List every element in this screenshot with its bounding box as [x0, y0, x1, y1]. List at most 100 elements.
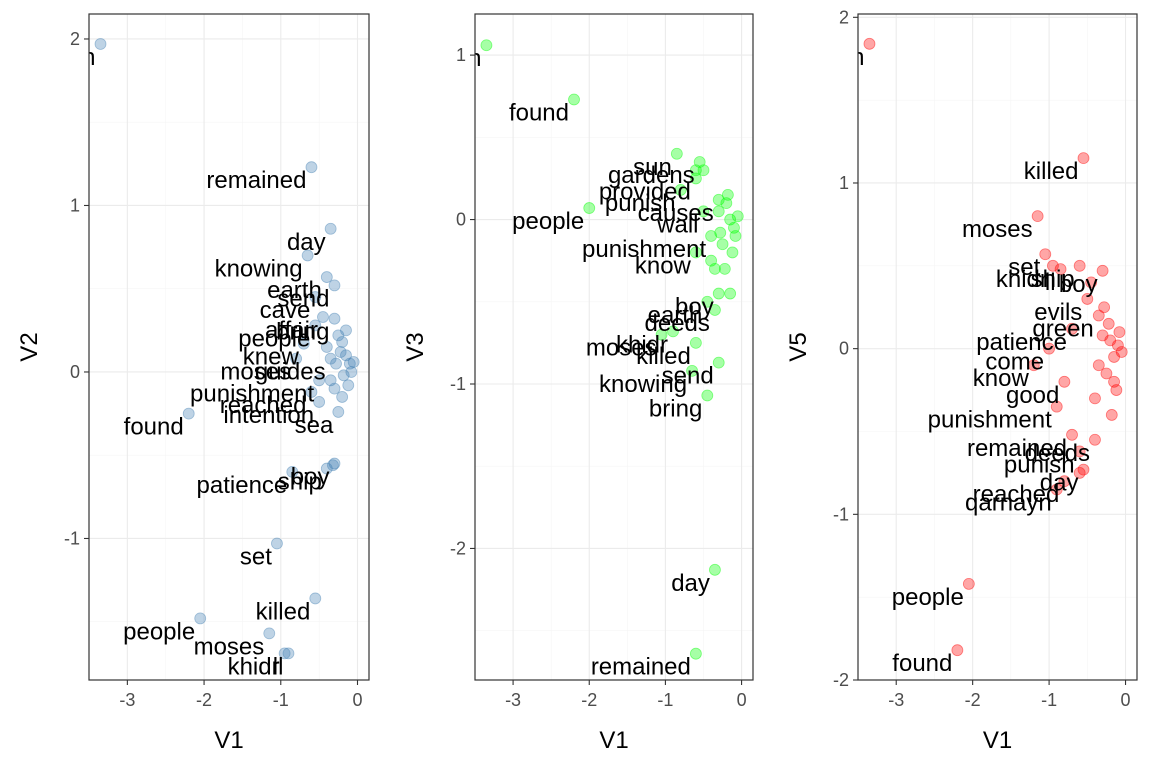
point-label: moses — [586, 335, 657, 362]
data-point — [667, 325, 679, 338]
y-tick-label: 2 — [839, 7, 849, 27]
data-point — [309, 319, 322, 332]
point-label: people — [512, 208, 584, 235]
data-point — [320, 341, 333, 353]
data-point — [480, 39, 493, 52]
data-point — [729, 230, 742, 242]
point-label: day — [1040, 470, 1079, 497]
point-label: bring — [276, 319, 329, 346]
point-label: punish — [605, 190, 676, 217]
data-point — [297, 337, 310, 350]
point-label: n — [82, 44, 95, 71]
data-point — [1077, 152, 1090, 165]
data-point — [278, 647, 291, 660]
data-point — [962, 578, 975, 590]
data-point — [342, 379, 355, 392]
point-label: khidr — [228, 653, 280, 680]
y-tick-label: 2 — [70, 29, 80, 49]
point-label: boy — [1059, 271, 1098, 298]
point-label: set — [1008, 254, 1040, 281]
panel-background — [475, 14, 753, 680]
data-point — [332, 329, 345, 342]
points-layer — [863, 37, 1128, 657]
labels-layer: n remained dayknowingearthsendcaveaffairbr… — [82, 44, 334, 680]
data-point — [1111, 339, 1124, 352]
data-point — [313, 374, 326, 387]
data-point — [347, 356, 360, 368]
y-axis-title: V3 — [402, 332, 429, 361]
data-point — [345, 366, 358, 378]
data-point — [324, 222, 337, 235]
data-point — [290, 352, 303, 365]
data-point — [568, 93, 580, 106]
point-label: reached — [220, 392, 307, 419]
point-label: send — [662, 363, 714, 390]
data-point — [709, 262, 721, 275]
x-tick-label: 0 — [352, 690, 362, 710]
point-label: punish — [1004, 451, 1075, 478]
x-tick-label: -2 — [581, 690, 597, 710]
data-point — [328, 279, 341, 292]
y-tick-label: 0 — [456, 210, 466, 230]
point-label: knowing — [215, 255, 303, 282]
x-tick-label: 0 — [737, 690, 747, 710]
point-label: people — [892, 584, 964, 611]
y-tick-label: 1 — [839, 173, 849, 193]
data-point — [1058, 475, 1071, 488]
x-axis-title: V1 — [214, 727, 243, 754]
y-tick-label: 1 — [70, 195, 80, 215]
data-point — [1092, 359, 1105, 372]
x-tick-label: -3 — [888, 690, 904, 710]
point-label: deeds — [1025, 440, 1090, 467]
point-label: khidr — [996, 266, 1048, 293]
point-label: people — [123, 618, 195, 645]
data-point — [1115, 346, 1128, 358]
data-point — [320, 462, 333, 475]
panel-border — [857, 13, 1138, 681]
data-point — [583, 202, 596, 214]
point-label: send — [277, 285, 329, 312]
data-point — [94, 38, 107, 50]
point-label: killed — [256, 598, 311, 625]
data-point — [194, 612, 207, 625]
point-label: gardens — [608, 162, 695, 189]
point-label: earth — [648, 302, 703, 329]
y-tick-label: -2 — [833, 670, 849, 690]
data-point — [951, 644, 964, 657]
data-point — [689, 647, 702, 660]
point-label: knew — [243, 344, 300, 371]
data-point — [728, 221, 740, 234]
y-tick-label: -1 — [64, 528, 80, 548]
point-label: sun — [633, 154, 672, 181]
point-label: remained — [967, 435, 1067, 462]
point-label: killed — [636, 343, 691, 370]
data-point — [340, 324, 352, 337]
data-point — [670, 147, 683, 160]
data-point — [324, 352, 337, 365]
point-label: patience — [976, 329, 1067, 356]
data-point — [1077, 463, 1090, 476]
data-point — [714, 226, 727, 239]
scatter-panel-1: n remained dayknowingearthsendcaveaffairbr… — [16, 13, 370, 754]
data-point — [1050, 400, 1063, 413]
point-label: day — [671, 570, 710, 597]
data-point — [705, 254, 718, 267]
data-point — [726, 246, 739, 259]
point-label: set — [240, 543, 272, 570]
point-label: punishment — [928, 407, 1052, 434]
data-point — [686, 364, 698, 377]
data-point — [317, 311, 329, 323]
y-tick-label: -1 — [833, 504, 849, 524]
data-point — [336, 391, 349, 403]
data-point — [1085, 276, 1098, 289]
data-point — [1105, 409, 1118, 421]
x-tick-label: -2 — [965, 690, 981, 710]
point-label: boy — [675, 294, 714, 321]
data-point — [309, 291, 322, 303]
data-point — [655, 328, 668, 341]
data-point — [1054, 263, 1067, 276]
point-label: n — [468, 45, 481, 72]
point-label: ll — [1045, 269, 1056, 296]
